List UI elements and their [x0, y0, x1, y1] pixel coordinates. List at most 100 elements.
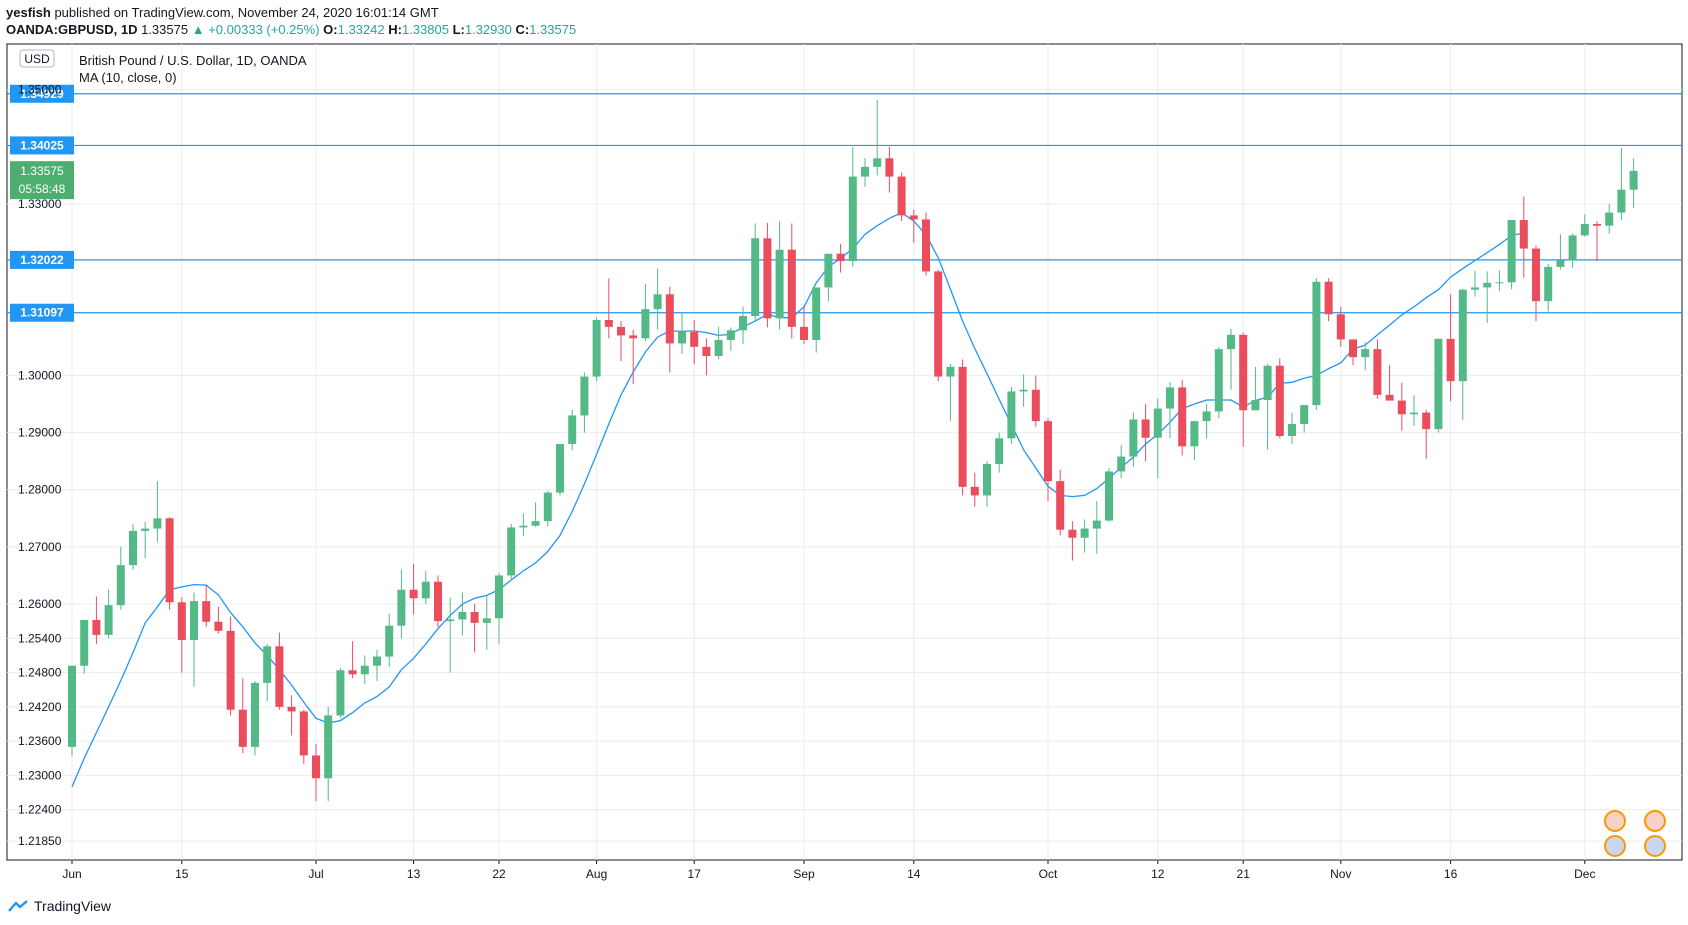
- candle[interactable]: [458, 592, 467, 636]
- candle[interactable]: [1288, 412, 1296, 444]
- candle[interactable]: [1324, 278, 1333, 322]
- indicator-label[interactable]: MA (10, close, 0): [79, 70, 177, 85]
- candle[interactable]: [702, 338, 711, 376]
- candle[interactable]: [165, 517, 174, 610]
- candle[interactable]: [739, 306, 747, 344]
- us-flag-icon[interactable]: [1644, 835, 1666, 857]
- candle[interactable]: [775, 221, 784, 330]
- candle[interactable]: [1092, 501, 1101, 554]
- candle[interactable]: [1105, 468, 1113, 522]
- candle[interactable]: [946, 364, 955, 422]
- candle[interactable]: [1422, 409, 1431, 459]
- candle[interactable]: [263, 644, 272, 702]
- candle[interactable]: [1397, 382, 1406, 431]
- candle[interactable]: [482, 595, 491, 650]
- candle[interactable]: [1495, 270, 1504, 291]
- candle[interactable]: [153, 481, 162, 543]
- candle[interactable]: [617, 321, 625, 362]
- candle[interactable]: [592, 317, 601, 382]
- candle[interactable]: [690, 320, 699, 364]
- candle[interactable]: [873, 100, 882, 176]
- candle[interactable]: [507, 524, 516, 582]
- price-axis[interactable]: 1.30000 1.29000 1.28000 1.27000 1.26000 1.254…: [10, 83, 74, 848]
- candle[interactable]: [1007, 386, 1016, 444]
- candle[interactable]: [1568, 233, 1577, 268]
- candle[interactable]: [177, 597, 186, 673]
- candle[interactable]: [214, 606, 223, 634]
- candle[interactable]: [1361, 342, 1370, 371]
- candle[interactable]: [1129, 412, 1138, 467]
- candle[interactable]: [1056, 469, 1065, 536]
- candle[interactable]: [104, 589, 113, 639]
- candle[interactable]: [1068, 521, 1077, 561]
- candle[interactable]: [336, 668, 345, 719]
- candle[interactable]: [714, 326, 723, 360]
- candle[interactable]: [726, 327, 735, 351]
- candle[interactable]: [604, 278, 613, 339]
- candle[interactable]: [1629, 158, 1638, 208]
- candle[interactable]: [312, 744, 320, 802]
- candle[interactable]: [1166, 382, 1174, 439]
- candle[interactable]: [324, 706, 333, 802]
- candle[interactable]: [580, 372, 589, 433]
- candle[interactable]: [1349, 339, 1357, 366]
- candle[interactable]: [1263, 364, 1272, 450]
- uk-flag-icon[interactable]: [1604, 810, 1626, 832]
- candle[interactable]: [1556, 234, 1565, 270]
- candle[interactable]: [812, 287, 821, 353]
- us-flag-icon[interactable]: [1604, 835, 1626, 857]
- candle[interactable]: [970, 472, 979, 507]
- candle[interactable]: [1275, 358, 1284, 439]
- candle[interactable]: [1617, 148, 1626, 220]
- candle[interactable]: [1312, 278, 1321, 410]
- candle[interactable]: [519, 513, 528, 536]
- currency-badge[interactable]: USD: [19, 49, 55, 68]
- candle[interactable]: [568, 409, 577, 451]
- candle[interactable]: [848, 146, 857, 267]
- candle[interactable]: [787, 223, 796, 339]
- candle[interactable]: [1227, 328, 1235, 390]
- candle[interactable]: [934, 269, 943, 382]
- candle[interactable]: [1044, 418, 1052, 502]
- candle[interactable]: [1373, 339, 1382, 399]
- candle[interactable]: [1580, 214, 1589, 237]
- candle[interactable]: [373, 649, 381, 682]
- candle[interactable]: [531, 502, 540, 527]
- candle[interactable]: [360, 655, 369, 684]
- candle[interactable]: [1532, 245, 1540, 322]
- candle[interactable]: [446, 597, 455, 673]
- candle[interactable]: [470, 604, 479, 653]
- horizontal-levels[interactable]: 1.34929 1.34025 1.32022 1.31097: [7, 84, 1682, 322]
- time-axis[interactable]: Jun 15 Jul 13 22 Aug 17 Sep 14 Oct 12 21 Nov 16 Dec: [62, 860, 1595, 881]
- candle[interactable]: [421, 570, 430, 604]
- candle[interactable]: [556, 444, 564, 496]
- candles[interactable]: [68, 100, 1638, 802]
- candle[interactable]: [763, 222, 772, 328]
- candle[interactable]: [1544, 264, 1553, 312]
- candle[interactable]: [287, 695, 296, 736]
- candle[interactable]: [190, 592, 198, 687]
- candle[interactable]: [1519, 196, 1528, 278]
- candle[interactable]: [68, 665, 76, 756]
- candle[interactable]: [629, 329, 638, 384]
- candle[interactable]: [1434, 338, 1443, 433]
- candle[interactable]: [226, 616, 235, 716]
- candle[interactable]: [202, 584, 211, 627]
- candle[interactable]: [1019, 374, 1028, 407]
- candle[interactable]: [1153, 398, 1162, 479]
- candle[interactable]: [1446, 294, 1455, 402]
- candle[interactable]: [299, 709, 308, 764]
- tradingview-logo-icon[interactable]: [8, 900, 30, 912]
- candle[interactable]: [348, 641, 357, 679]
- candle[interactable]: [129, 524, 137, 570]
- candle[interactable]: [1031, 375, 1040, 427]
- candle[interactable]: [1300, 405, 1309, 433]
- candle[interactable]: [409, 564, 418, 615]
- candle[interactable]: [1385, 365, 1394, 401]
- candle[interactable]: [1483, 271, 1492, 323]
- candle[interactable]: [800, 306, 808, 344]
- candle[interactable]: [1605, 204, 1614, 234]
- candle[interactable]: [92, 596, 101, 644]
- candle[interactable]: [434, 575, 442, 627]
- candle[interactable]: [1593, 221, 1601, 262]
